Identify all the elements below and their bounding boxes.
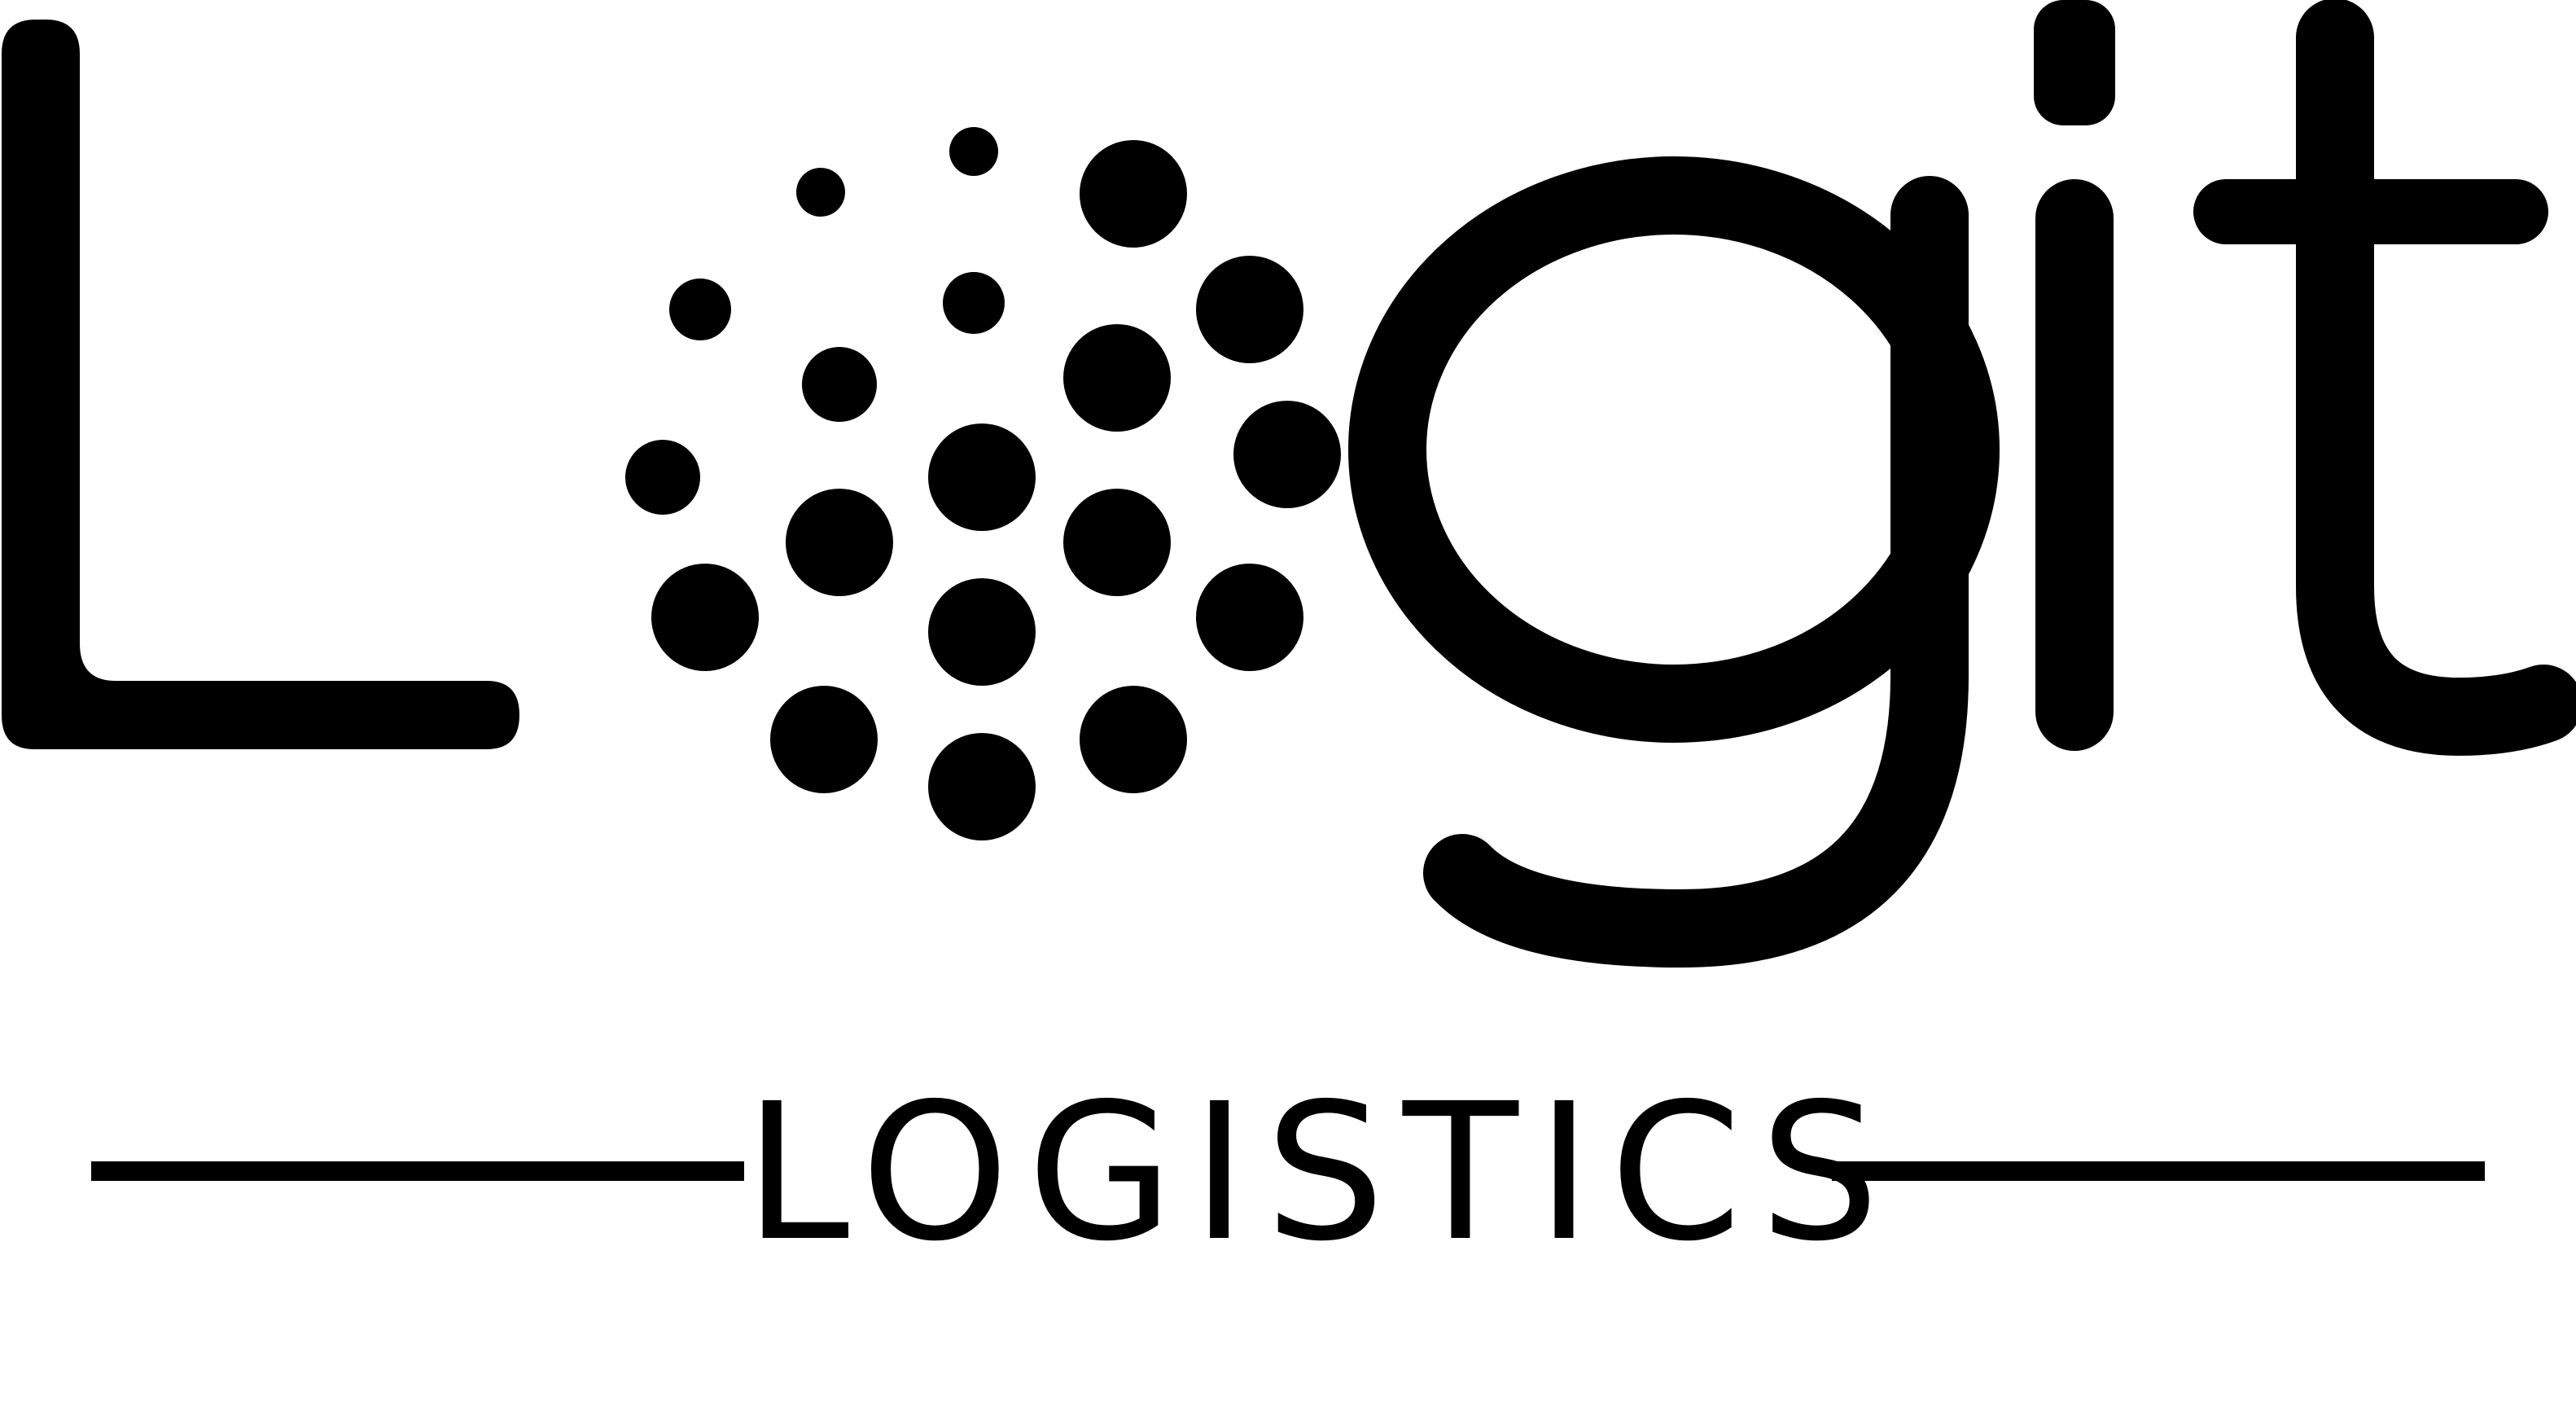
tagline-text: LOGISTICS: [744, 1063, 1898, 1283]
dot-sphere-icon: [625, 127, 1341, 840]
wordmark-letter-g: [1348, 156, 2000, 968]
right-divider-line: [1832, 1161, 2485, 1181]
wordmark-letter-t: [2193, 0, 2576, 757]
wordmark-letter-l: [2, 20, 519, 749]
tagline-row: LOGISTICS: [0, 1075, 2576, 1270]
wordmark-letter-i: [2034, 0, 2115, 751]
left-divider-line: [91, 1161, 744, 1181]
